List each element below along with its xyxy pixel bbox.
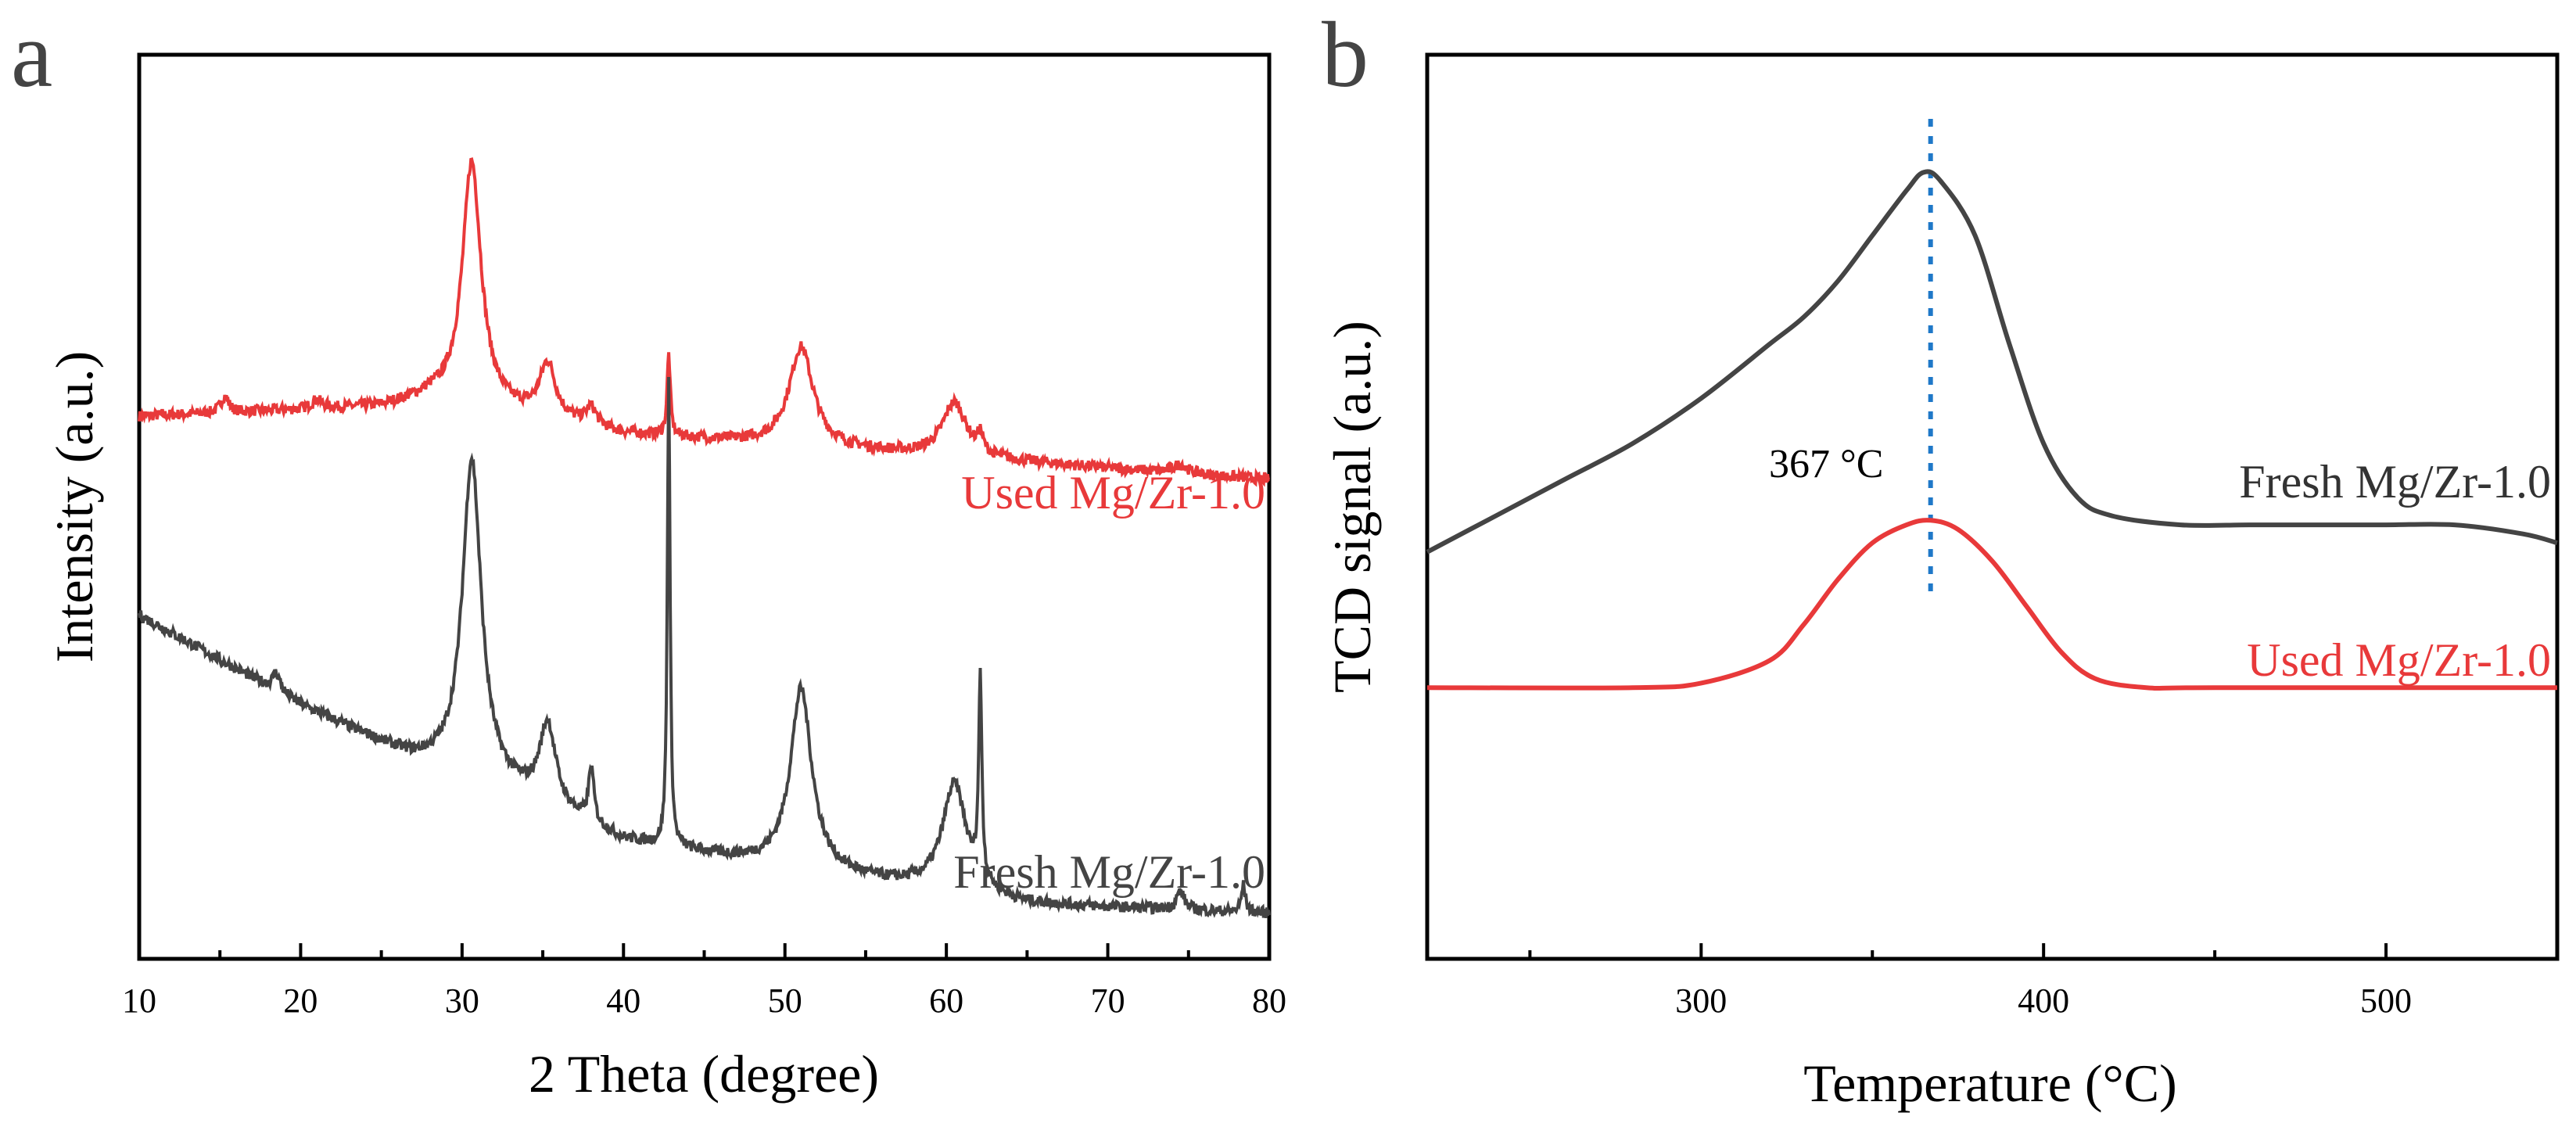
fresh-tpd-line: [1426, 169, 2558, 555]
panel-b-x-tick-label: 300: [1675, 982, 1727, 1020]
panel-b-plot-frame: [1425, 52, 2560, 961]
used-xrd-line: [138, 157, 1270, 487]
panel-b-x-ticks: 300 400 500: [1528, 943, 2559, 1020]
fresh-tpd-label: Fresh Mg/Zr-1.0: [2239, 456, 2551, 508]
panel-b-x-axis-title: Temperature (°C): [1803, 1053, 2176, 1113]
panel-b-series: [1426, 169, 2558, 691]
panel-a-x-tick-label: 30: [445, 982, 479, 1020]
panel-a-letter: a: [11, 2, 52, 106]
panel-b-y-axis-title: TCD signal (a.u.): [1322, 321, 1382, 693]
panel-a: a 10 20 30 40 50 60 70 80 Used Mg/Zr-1.0 Fresh …: [11, 2, 1286, 1104]
panel-a-x-tick-label: 20: [283, 982, 318, 1020]
fresh-xrd-label: Fresh Mg/Zr-1.0: [953, 846, 1265, 898]
panel-b: b 300 400 500 367 °C Fresh Mg/Zr-1.0 Used …: [1322, 2, 2560, 1113]
peak-temperature-label: 367 °C: [1769, 442, 1883, 486]
panel-a-x-tick-label: 40: [606, 982, 640, 1020]
panel-a-y-axis-title: Intensity (a.u.): [45, 351, 104, 662]
used-tpd-label: Used Mg/Zr-1.0: [2247, 634, 2551, 686]
panel-a-series: [138, 157, 1271, 918]
panel-b-x-tick-label: 500: [2360, 982, 2412, 1020]
fresh-xrd-line: [138, 376, 1271, 918]
panel-a-x-tick-label: 70: [1091, 982, 1125, 1020]
panel-a-x-tick-label: 10: [122, 982, 156, 1020]
panel-a-x-axis-title: 2 Theta (degree): [529, 1044, 879, 1104]
panel-b-x-tick-label: 400: [2018, 982, 2069, 1020]
panel-a-x-tick-label: 80: [1252, 982, 1286, 1020]
used-tpd-line: [1426, 518, 2557, 691]
panel-a-x-tick-label: 50: [768, 982, 802, 1020]
panel-a-x-ticks: 10 20 30 40 50 60 70 80: [122, 943, 1286, 1020]
panel-a-x-tick-label: 60: [929, 982, 963, 1020]
panel-b-letter: b: [1322, 2, 1369, 106]
used-xrd-label: Used Mg/Zr-1.0: [961, 467, 1265, 519]
